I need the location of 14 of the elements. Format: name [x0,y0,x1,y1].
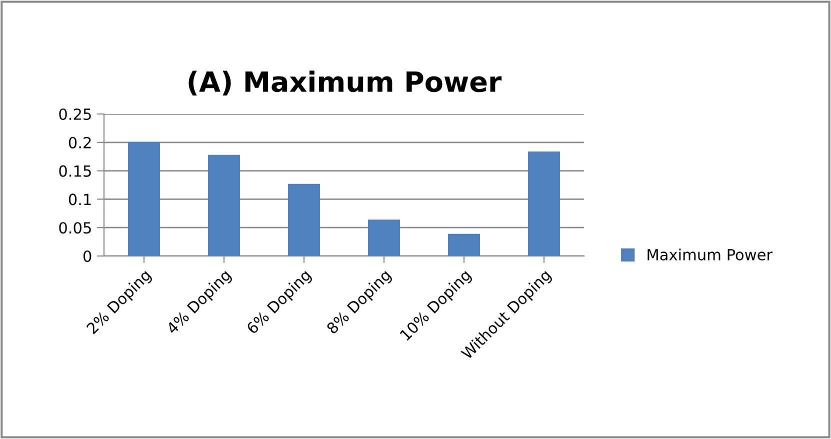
bar [528,151,560,256]
bar [288,184,320,256]
bar [128,142,160,256]
legend-label: Maximum Power [648,248,773,260]
y-tick-label: 0 [83,250,92,262]
chart-title: (A) Maximum Power [188,70,502,96]
y-tick-label: 0.15 [59,165,91,177]
bar [208,154,240,256]
bar [448,234,480,256]
bar [368,220,400,256]
y-tick-label: 0.1 [68,194,91,206]
y-tick-label: 0.2 [68,136,91,148]
y-tick-label: 0.25 [59,108,91,120]
y-tick-label: 0.05 [59,222,91,234]
